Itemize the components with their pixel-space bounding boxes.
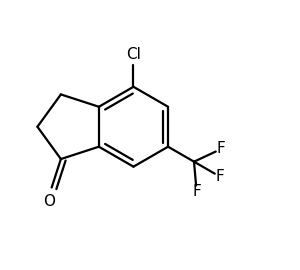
Text: F: F — [217, 141, 226, 157]
Text: F: F — [192, 184, 201, 199]
Text: Cl: Cl — [126, 46, 141, 62]
Text: F: F — [216, 169, 224, 184]
Text: O: O — [43, 194, 55, 210]
